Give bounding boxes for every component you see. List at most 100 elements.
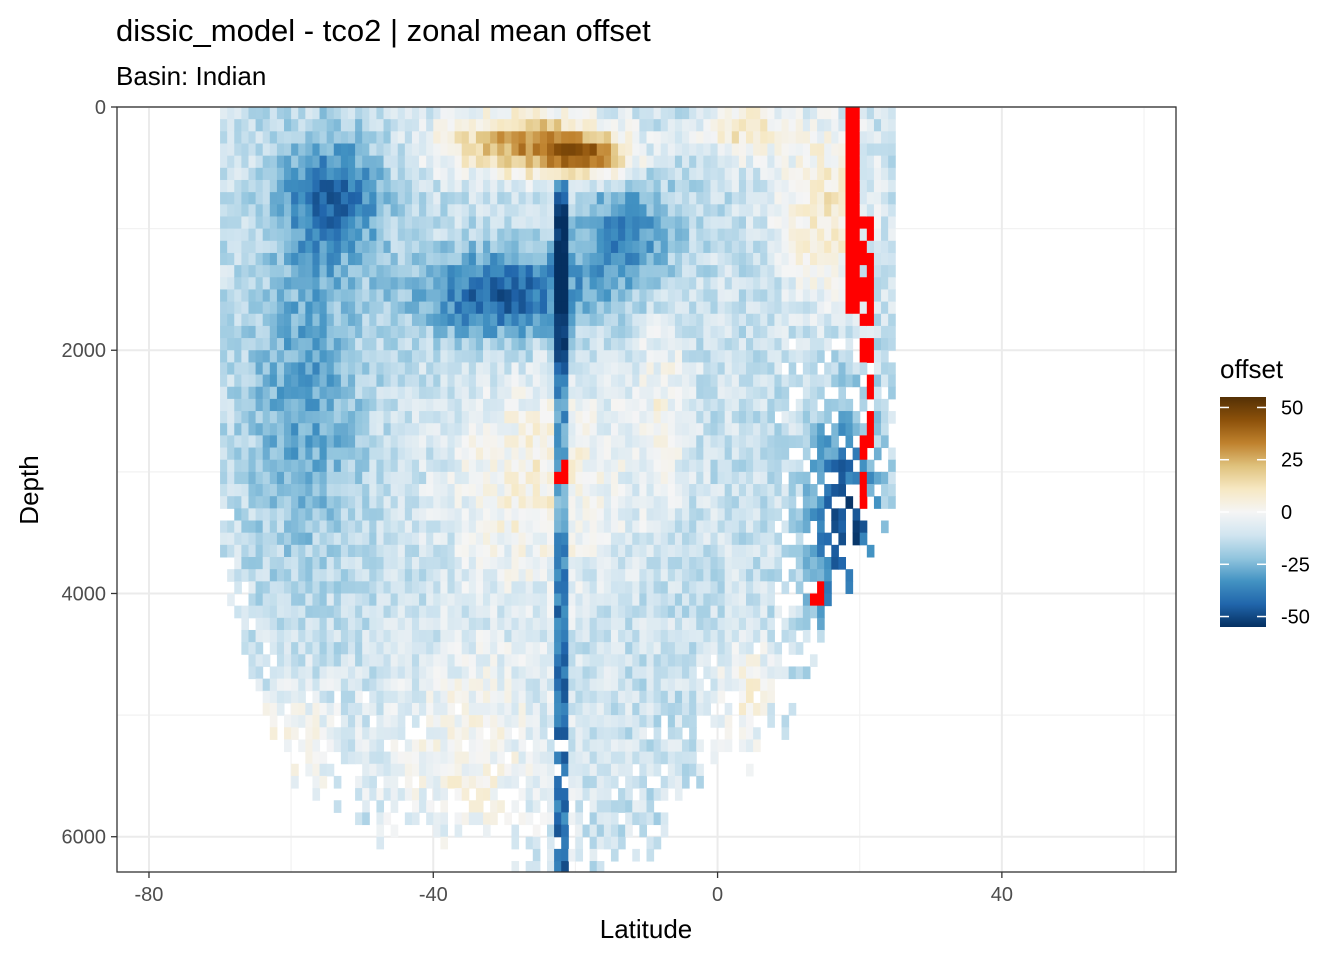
heatmap-cell [298, 192, 306, 205]
heatmap-cell [241, 350, 249, 363]
heatmap-cell [220, 216, 228, 230]
heatmap-cell [447, 277, 456, 290]
heatmap-cell [483, 642, 491, 655]
heatmap-cell [440, 569, 448, 582]
heatmap-cell [646, 617, 655, 631]
heatmap-cell [554, 581, 562, 594]
heatmap-cell [276, 167, 285, 181]
heatmap-cell [568, 508, 576, 522]
heatmap-cell [461, 362, 470, 376]
heatmap-cell [674, 654, 683, 667]
heatmap-cell [539, 788, 548, 801]
heatmap-cell [717, 167, 726, 181]
heatmap-cell [497, 800, 505, 813]
heatmap-cell [547, 739, 555, 753]
heatmap-cell [483, 617, 491, 631]
heatmap-cell [220, 228, 228, 242]
heatmap-cell [305, 642, 313, 655]
heatmap-cell [746, 411, 754, 424]
heatmap-cell [689, 544, 697, 558]
heatmap-cell [831, 289, 839, 303]
heatmap-cell [511, 520, 520, 534]
heatmap-cell [852, 167, 861, 181]
heatmap-cell [689, 362, 697, 376]
heatmap-cell [419, 532, 427, 546]
heatmap-cell [461, 508, 470, 522]
heatmap-cell [582, 313, 591, 327]
heatmap-cell [490, 204, 498, 217]
heatmap-cell [667, 435, 676, 449]
heatmap-cell [383, 544, 392, 558]
heatmap-cell [369, 496, 377, 509]
heatmap-cell [888, 204, 896, 217]
heatmap-cell [753, 301, 761, 315]
heatmap-cell [753, 617, 761, 631]
heatmap-cell [582, 107, 591, 120]
heatmap-cell [824, 301, 832, 315]
heatmap-cell [319, 423, 328, 436]
heatmap-cell [490, 216, 498, 230]
heatmap-cell [454, 374, 463, 388]
heatmap-cell [518, 605, 527, 619]
heatmap-cell [888, 289, 896, 303]
heatmap-cell [554, 654, 562, 667]
heatmap-cell [419, 800, 427, 813]
heatmap-cell [547, 654, 555, 667]
heatmap-cell [639, 192, 647, 205]
heatmap-cell [831, 374, 839, 388]
heatmap-cell [888, 143, 896, 157]
heatmap-cell [746, 702, 754, 716]
heatmap-cell [276, 277, 285, 290]
heatmap-cell [475, 508, 484, 522]
heatmap-cell [220, 325, 228, 339]
heatmap-cell [404, 338, 413, 351]
heatmap-cell [532, 508, 541, 522]
heatmap-cell [369, 447, 377, 461]
heatmap-cell [504, 216, 512, 230]
heatmap-cell [262, 167, 271, 181]
heatmap-cell [312, 666, 321, 680]
heatmap-cell [738, 277, 747, 290]
heatmap-cell [248, 629, 257, 643]
heatmap-cell [454, 484, 463, 497]
heatmap-cell [447, 459, 456, 473]
heatmap-cell [603, 338, 612, 351]
heatmap-cell [518, 423, 527, 436]
heatmap-cell [639, 167, 647, 181]
heatmap-cell [603, 362, 612, 376]
heatmap-cell [653, 374, 662, 388]
heatmap-cell [568, 484, 576, 497]
heatmap-cell [674, 252, 683, 266]
heatmap-cell [483, 824, 491, 838]
heatmap-cell [781, 629, 790, 643]
heatmap-cell [674, 435, 683, 449]
heatmap-cell [881, 119, 889, 132]
heatmap-cell [362, 581, 370, 594]
heatmap-cell [710, 240, 719, 254]
heatmap-cell [411, 642, 420, 655]
heatmap-cell [269, 617, 278, 631]
heatmap-cell [276, 471, 285, 485]
heatmap-cell [781, 192, 790, 205]
heatmap-cell [461, 605, 470, 619]
heatmap-cell [575, 277, 584, 290]
heatmap-cell [561, 338, 569, 351]
heatmap-cell [660, 350, 669, 363]
heatmap-cell [248, 131, 257, 144]
heatmap-cell [710, 544, 719, 558]
heatmap-cell [305, 581, 313, 594]
heatmap-cell [625, 252, 633, 266]
heatmap-cell [760, 459, 768, 473]
heatmap-cell [269, 350, 278, 363]
y-tick-label: 2000 [62, 340, 107, 362]
heatmap-cell [660, 289, 669, 303]
heatmap-cell [618, 386, 626, 400]
heatmap-cell [625, 569, 633, 582]
heatmap-cell [347, 739, 356, 753]
heatmap-cell [397, 642, 406, 655]
heatmap-cell [753, 484, 761, 497]
heatmap-cell [419, 678, 427, 692]
heatmap-cell [461, 301, 470, 315]
heatmap-cell [824, 107, 832, 120]
heatmap-cell [575, 788, 584, 801]
